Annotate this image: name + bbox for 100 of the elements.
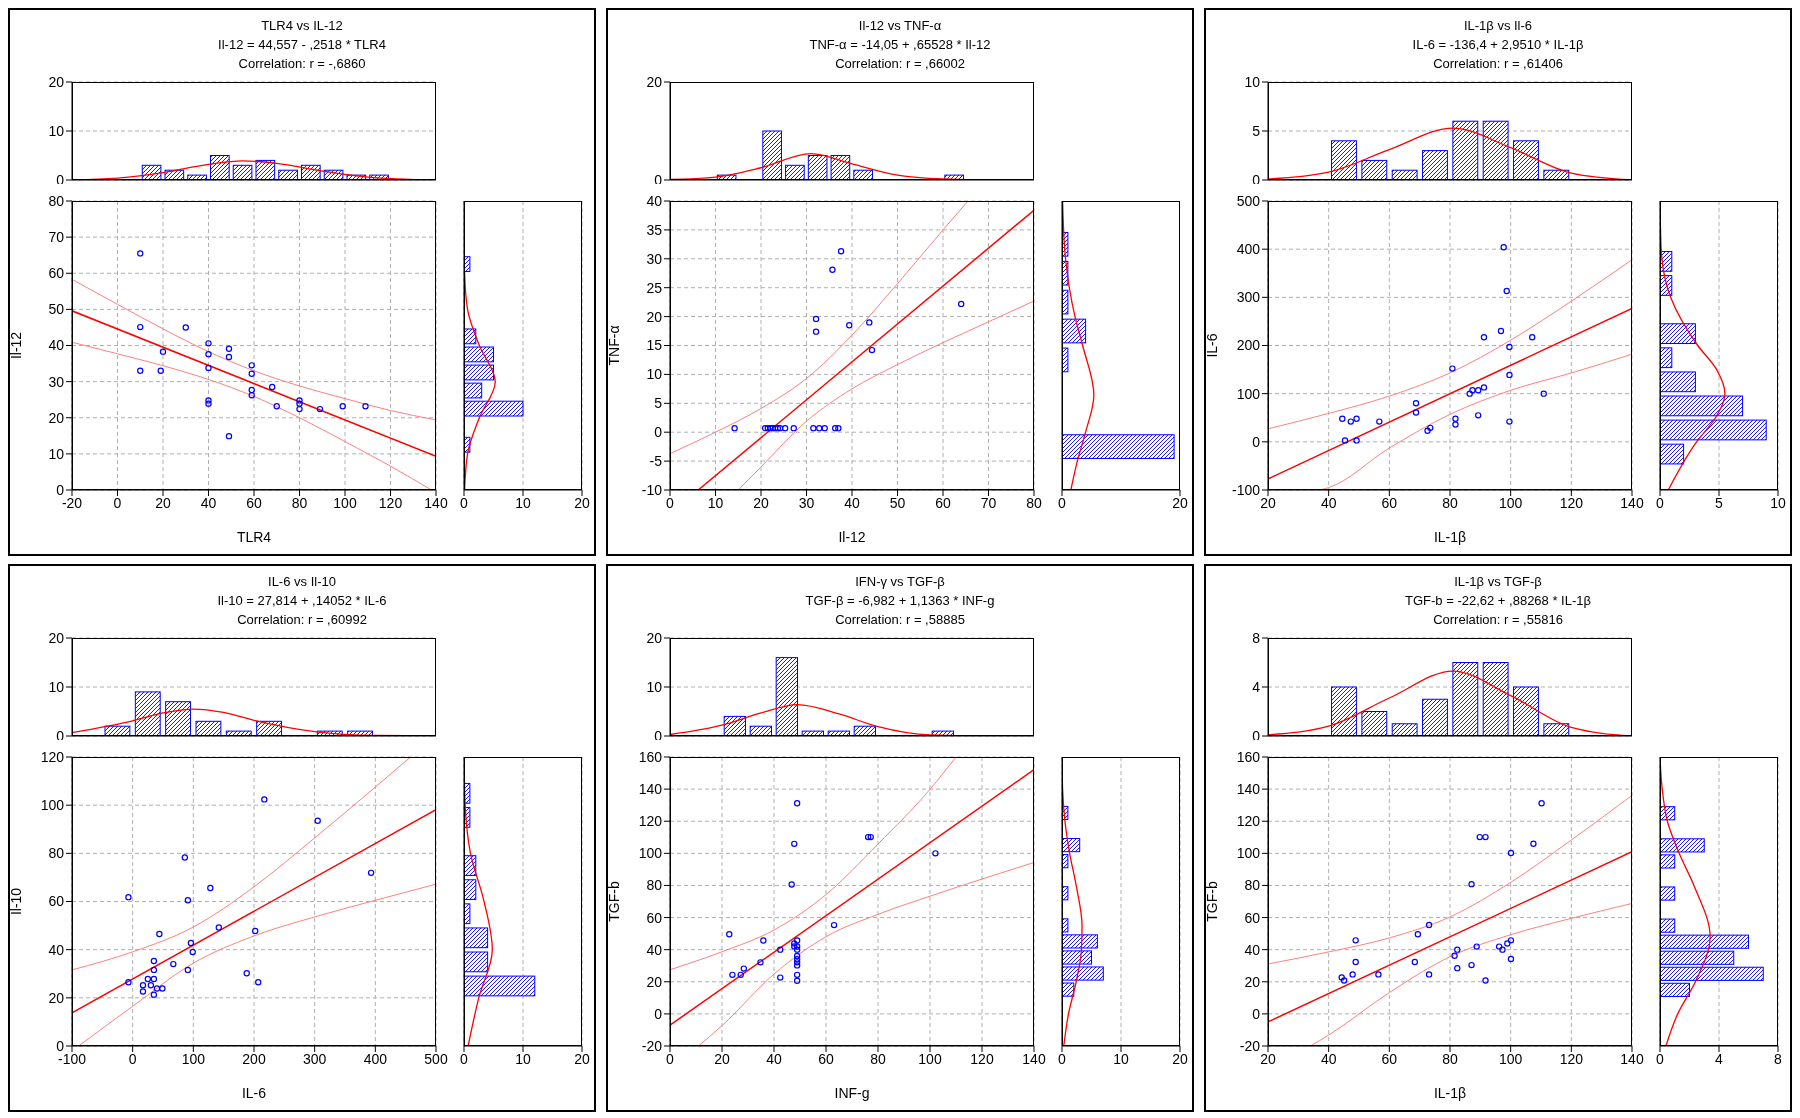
y-tick-label: 10: [48, 678, 65, 695]
x-tick-label: 500: [424, 1050, 448, 1067]
y-tick-label: 80: [1244, 877, 1261, 894]
y-tick-label: 30: [646, 250, 663, 267]
x-tick-label: 70: [980, 494, 997, 511]
text: Correlation: r = ,58885: [834, 611, 966, 629]
x-tick-label: 140: [1022, 1050, 1046, 1067]
y-tick-label: 4: [1252, 678, 1261, 695]
text: Correlation: r = ,66002: [834, 55, 966, 73]
x-tick-label: 60: [818, 1050, 834, 1067]
text: Correlation: r = ,60992: [236, 611, 368, 629]
x-tick-label: 80: [1442, 494, 1458, 511]
y-tick-label: 0: [654, 1005, 663, 1022]
y-tick-label: 10: [48, 122, 65, 139]
x-axis-title: IL-1β: [1433, 1085, 1467, 1101]
x-tick-label: 0: [460, 494, 469, 511]
x-tick-label: 20: [1172, 1050, 1188, 1067]
text: Correlation: r = ,55816: [1432, 611, 1564, 629]
chart-title: Il-12 vs TNF-α: [857, 17, 943, 35]
y-tick-label: 100: [40, 797, 65, 814]
x-tick-label: 300: [302, 1050, 327, 1067]
y-tick-label: 40: [646, 941, 663, 958]
x-tick-label: 10: [707, 494, 724, 511]
x-tick-label: 10: [515, 1050, 531, 1067]
y-tick-label: 0: [1252, 433, 1261, 450]
chart-title: IL-6 vs Il-10: [267, 573, 337, 591]
y-tick-label: 100: [1236, 385, 1261, 402]
x-axis-title: INF-g: [834, 1085, 870, 1101]
x-tick-label: 140: [1620, 1050, 1644, 1067]
x-axis-title: IL-6: [241, 1085, 267, 1101]
chart-title: IL-1β vs TGF-β: [1453, 573, 1543, 591]
x-tick-label: 80: [870, 1050, 886, 1067]
chart-subtitle: Il-10 = 27,814 + ,14052 * IL-6: [216, 592, 388, 610]
y-tick-label: 140: [638, 781, 663, 798]
y-tick-label: 35: [646, 221, 663, 238]
y-tick-label: 70: [48, 229, 65, 246]
x-tick-label: 120: [1559, 494, 1584, 511]
x-tick-label: 0: [460, 1050, 469, 1067]
y-tick-label: 60: [48, 265, 65, 282]
y-tick-label: 10: [1244, 73, 1261, 90]
y-axis-title: TGF-b: [605, 881, 622, 922]
x-tick-label: 40: [200, 494, 217, 511]
x-tick-label: 0: [1058, 494, 1067, 511]
y-tick-label: 25: [646, 279, 663, 296]
y-tick-label: 5: [654, 395, 663, 412]
y-tick-label: 8: [1252, 629, 1261, 646]
y-axis-title: IL-6: [1203, 333, 1220, 358]
y-axis-title: Il-12: [7, 331, 24, 360]
y-tick-label: 20: [48, 73, 65, 90]
x-tick-label: 0: [666, 1050, 675, 1067]
text: Correlation: r = -,6860: [237, 55, 367, 73]
x-tick-label: 30: [798, 494, 815, 511]
y-tick-label: 20: [48, 629, 65, 646]
y-tick-label: 300: [1236, 289, 1261, 306]
x-tick-label: 20: [753, 494, 769, 511]
y-tick-label: 160: [1236, 748, 1261, 765]
y-tick-label: 120: [1236, 813, 1261, 830]
x-axis-title: TLR4: [236, 529, 272, 545]
x-tick-label: 20: [714, 1050, 730, 1067]
x-tick-label: 4: [1715, 1050, 1724, 1067]
y-tick-label: 160: [638, 748, 663, 765]
x-tick-label: 120: [970, 1050, 994, 1067]
x-tick-label: 20: [155, 494, 171, 511]
y-tick-label: 100: [1236, 845, 1261, 862]
x-tick-label: 200: [242, 1050, 266, 1067]
x-tick-label: 140: [1620, 494, 1644, 511]
y-axis-title: Il-10: [7, 887, 24, 916]
x-tick-label: 40: [1320, 494, 1337, 511]
x-tick-label: 100: [1498, 1050, 1523, 1067]
y-tick-label: 60: [48, 893, 65, 910]
x-tick-label: 8: [1774, 1050, 1783, 1067]
chart-subtitle: TNF-α = -14,05 + ,65528 * Il-12: [808, 36, 992, 54]
y-axis-title: TNF-α: [605, 325, 622, 366]
y-tick-label: 400: [1236, 241, 1261, 258]
y-tick-label: 5: [1252, 122, 1261, 139]
x-tick-label: 0: [113, 494, 122, 511]
x-tick-label: 60: [1381, 494, 1398, 511]
x-tick-label: 80: [1442, 1050, 1458, 1067]
y-tick-label: 0: [654, 424, 663, 441]
y-tick-label: 80: [646, 877, 663, 894]
y-tick-label: 40: [48, 941, 65, 958]
x-tick-label: 50: [889, 494, 906, 511]
x-tick-label: 0: [1656, 494, 1665, 511]
y-tick-label: 200: [1236, 337, 1261, 354]
y-tick-label: 140: [1236, 781, 1261, 798]
x-tick-label: 40: [766, 1050, 782, 1067]
y-tick-label: 120: [638, 813, 663, 830]
x-tick-label: 40: [844, 494, 860, 511]
x-tick-label: 10: [1113, 1050, 1129, 1067]
y-tick-label: 50: [48, 301, 65, 318]
y-tick-label: 60: [646, 909, 663, 926]
x-tick-label: 20: [574, 1050, 590, 1067]
x-tick-label: 100: [333, 494, 357, 511]
y-tick-label: 80: [48, 845, 65, 862]
y-tick-label: 100: [638, 845, 663, 862]
x-tick-label: 10: [515, 494, 531, 511]
y-tick-label: 0: [1252, 1005, 1261, 1022]
x-tick-label: 5: [1715, 494, 1724, 511]
x-tick-label: 0: [128, 1050, 137, 1067]
x-tick-label: 20: [1172, 494, 1188, 511]
